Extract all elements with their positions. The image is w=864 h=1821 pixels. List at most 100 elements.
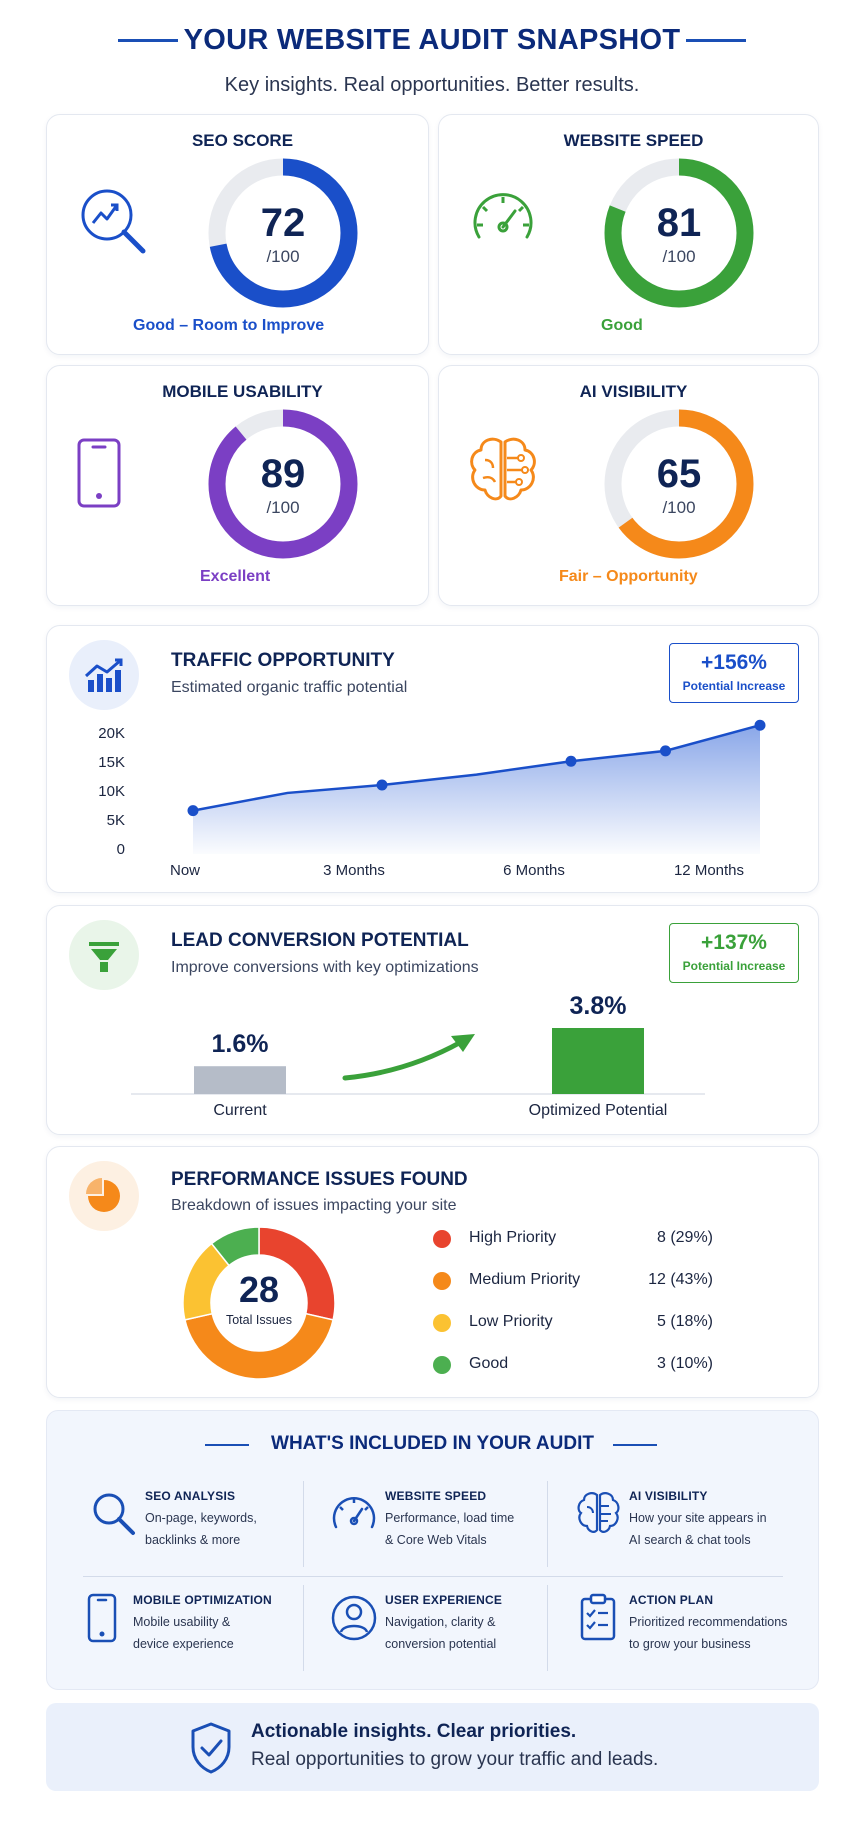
feature-line: conversion potential (385, 1637, 497, 1651)
traffic-title: TRAFFIC OPPORTUNITY (171, 650, 395, 671)
feature-ai-visibility: AI VISIBILITY How your site appears in AI… (573, 1489, 813, 1575)
gauge-fill (208, 409, 358, 559)
brain-icon (577, 1492, 620, 1533)
traffic-opportunity-card: TRAFFIC OPPORTUNITY Estimated organic tr… (46, 625, 819, 893)
score-max: /100 (266, 498, 300, 517)
score-status: Excellent (200, 568, 271, 585)
growth-arrow-icon (342, 1039, 464, 1081)
seo-score-card: SEO SCORE 72 /100 Good – Room to Improve (46, 114, 429, 355)
score-max: /100 (662, 498, 696, 517)
traffic-icon-circle (69, 640, 139, 710)
feature-title: USER EXPERIENCE (385, 1593, 503, 1607)
legend-row: Medium Priority 12 (43%) (433, 1269, 713, 1293)
feature-line: device experience (133, 1637, 234, 1651)
donut-slice (210, 1226, 260, 1267)
divider (303, 1481, 304, 1567)
feature-line: AI search & chat tools (629, 1533, 751, 1547)
feature-seo-analysis: SEO ANALYSIS On-page, keywords, backlinks… (89, 1489, 329, 1575)
lead-bar (194, 1066, 286, 1094)
score-max: /100 (266, 247, 300, 266)
feature-action-plan: ACTION PLAN Prioritized recommendations t… (573, 1593, 813, 1679)
page-title: YOUR WEBSITE AUDIT SNAPSHOT (183, 24, 681, 56)
feature-user-experience: USER EXPERIENCE Navigation, clarity & con… (329, 1593, 569, 1679)
lead-subtitle: Improve conversions with key optimizatio… (171, 959, 479, 976)
traffic-point (660, 745, 671, 757)
legend-dot (433, 1314, 451, 1332)
feature-line: to grow your business (629, 1637, 751, 1651)
legend-value: 5 (18%) (656, 1313, 713, 1330)
traffic-point (187, 805, 199, 817)
gauge-fill (604, 409, 754, 559)
feature-title: ACTION PLAN (629, 1593, 714, 1607)
legend-value: 8 (29%) (656, 1229, 713, 1246)
legend-label: Good (469, 1355, 509, 1372)
lead-increase-badge: +137% Potential Increase (669, 923, 799, 983)
footer-banner: Actionable insights. Clear priorities. R… (46, 1703, 819, 1791)
gauge-fill (604, 158, 754, 308)
website-speed-card: WEBSITE SPEED 81 /100 Good (438, 114, 819, 355)
issues-subtitle: Breakdown of issues impacting your site (171, 1197, 457, 1214)
feature-title: AI VISIBILITY (629, 1489, 708, 1503)
feature-description: Performance, load time & Core Web Vitals (385, 1507, 565, 1551)
legend-dot (433, 1272, 451, 1290)
feature-line: Navigation, clarity & (385, 1615, 496, 1629)
divider (303, 1585, 304, 1671)
feature-line: Mobile usability & (133, 1615, 231, 1629)
score-value: 65 (656, 452, 702, 496)
score-gauge (208, 409, 358, 559)
badge-label: Potential Increase (682, 679, 786, 693)
included-rule-left (205, 1444, 249, 1446)
legend-row: High Priority 8 (29%) (433, 1227, 713, 1251)
lead-bar-category: Current (213, 1102, 267, 1119)
performance-issues-card: PERFORMANCE ISSUES FOUND Breakdown of is… (46, 1146, 819, 1398)
score-status: Good (601, 317, 643, 334)
legend-dot (433, 1356, 451, 1374)
feature-line: & Core Web Vitals (385, 1533, 487, 1547)
feature-mobile-optimization: MOBILE OPTIMIZATION Mobile usability & de… (77, 1593, 317, 1679)
legend-label: Medium Priority (469, 1271, 581, 1288)
y-tick-label: 20K (98, 725, 125, 742)
issues-donut-chart (182, 1226, 336, 1380)
header-rule-right (686, 39, 746, 42)
footer-tagline: Real opportunities to grow your traffic … (251, 1749, 659, 1770)
divider (547, 1585, 548, 1671)
score-value: 89 (260, 452, 306, 496)
score-gauge (208, 158, 358, 308)
score-value: 81 (656, 201, 702, 245)
traffic-area-chart (187, 719, 766, 854)
feature-line: Prioritized recommendations (629, 1615, 788, 1629)
legend-label: Low Priority (469, 1313, 553, 1330)
header-rule-left (118, 39, 178, 42)
y-tick-label: 0 (116, 841, 125, 858)
legend-row: Good 3 (10%) (433, 1353, 713, 1377)
lead-bar-category: Optimized Potential (528, 1102, 668, 1119)
chart-growth-icon (84, 658, 123, 692)
x-tick-label: 12 Months (673, 862, 745, 879)
feature-title: MOBILE OPTIMIZATION (133, 1593, 272, 1607)
divider (83, 1576, 783, 1577)
score-value: 72 (260, 201, 306, 245)
score-status: Good – Room to Improve (133, 317, 325, 334)
legend-dot (433, 1230, 451, 1248)
donut-total-label: Total Issues (225, 1313, 292, 1327)
legend-value: 3 (10%) (656, 1355, 713, 1372)
score-gauge (604, 409, 754, 559)
shield-check-icon (191, 1722, 231, 1774)
traffic-point (565, 755, 577, 767)
score-title: MOBILE USABILITY (162, 382, 323, 401)
lead-bar-value: 1.6% (211, 1030, 269, 1059)
included-title: WHAT'S INCLUDED IN YOUR AUDIT (271, 1433, 594, 1454)
badge-label: Potential Increase (682, 959, 786, 973)
feature-description: Mobile usability & device experience (133, 1611, 313, 1655)
ai-visibility-card: AI VISIBILITY 65 /100 Fair – Opportunity (438, 365, 819, 606)
feature-description: Navigation, clarity & conversion potentia… (385, 1611, 565, 1655)
x-tick-label: 6 Months (503, 862, 565, 879)
gauge-fill (208, 158, 358, 308)
mobile-phone-icon (77, 438, 121, 508)
feature-line: On-page, keywords, (145, 1511, 257, 1525)
lead-conversion-card: LEAD CONVERSION POTENTIAL Improve conver… (46, 905, 819, 1135)
search-icon (93, 1493, 135, 1535)
lead-bar-chart (131, 1028, 705, 1095)
issues-title: PERFORMANCE ISSUES FOUND (171, 1169, 468, 1190)
feature-title: WEBSITE SPEED (385, 1489, 487, 1503)
